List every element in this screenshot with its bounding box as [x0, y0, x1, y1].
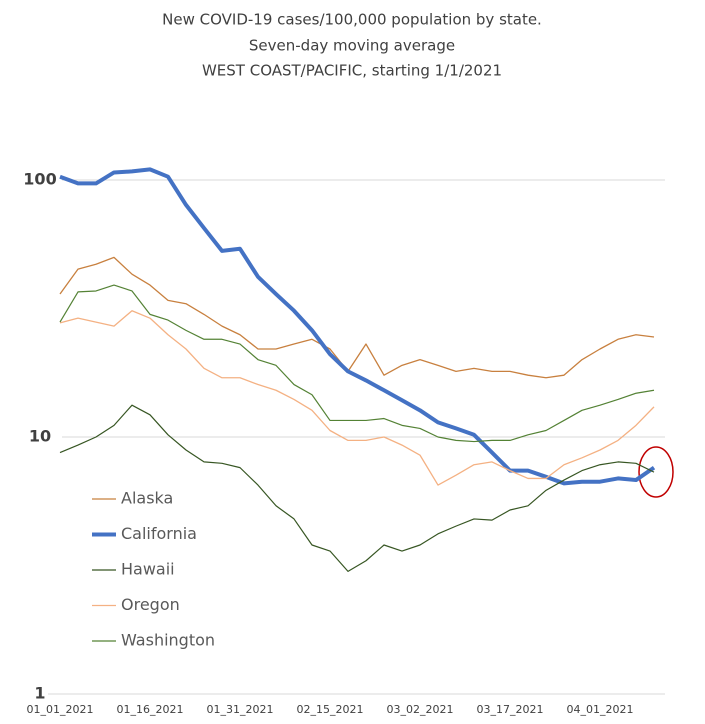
x-tick-label: 02_15_2021	[297, 703, 364, 716]
line-series	[59, 404, 655, 572]
legend-label: Washington	[121, 631, 215, 650]
x-tick-label: 01_01_2021	[27, 703, 94, 716]
y-tick-label: 1	[34, 684, 45, 703]
legend-label: Alaska	[121, 489, 173, 508]
line-series	[59, 284, 655, 443]
y-tick-label: 10	[29, 427, 51, 446]
legend-label: Oregon	[121, 595, 180, 614]
x-tick-label: 03_02_2021	[387, 703, 454, 716]
line-series	[59, 256, 655, 379]
x-tick-label: 01_31_2021	[207, 703, 274, 716]
line-series	[59, 167, 656, 486]
y-tick-label: 100	[23, 170, 56, 189]
x-tick-label: 01_16_2021	[117, 703, 184, 716]
chart-title: New COVID-19 cases/100,000 population by…	[162, 11, 542, 29]
legend-label: California	[121, 524, 197, 543]
highlight-circle	[638, 446, 674, 498]
line-series	[59, 310, 655, 486]
chart-subtitle: Seven-day moving average	[249, 37, 455, 55]
x-tick-label: 04_01_2021	[567, 703, 634, 716]
chart-subtitle: WEST COAST/PACIFIC, starting 1/1/2021	[202, 62, 502, 80]
legend-label: Hawaii	[121, 560, 175, 579]
x-tick-label: 03_17_2021	[477, 703, 544, 716]
